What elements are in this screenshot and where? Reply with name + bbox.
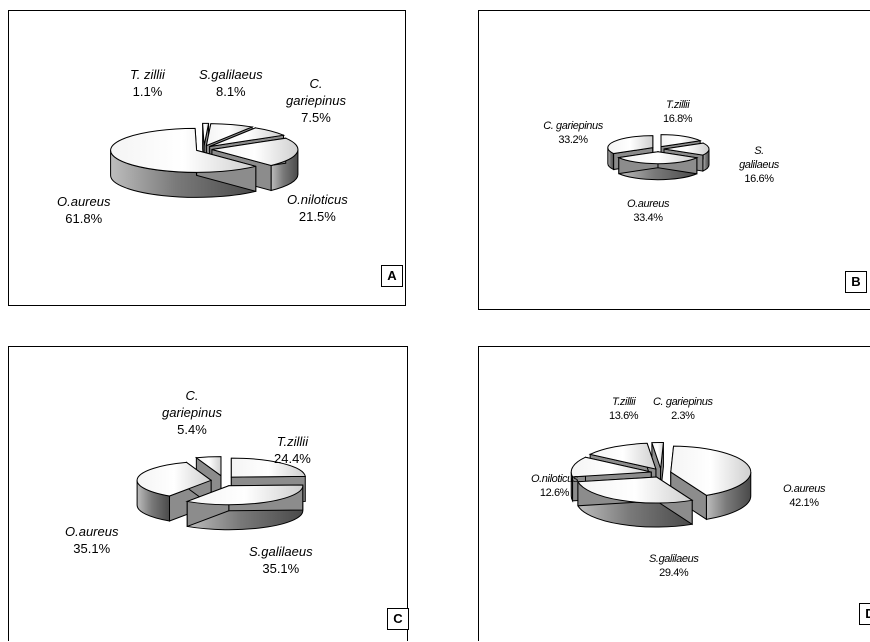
pie-slice-o-aureus (617, 151, 699, 181)
label-s-galilaeus: S.galilaeus 8.1% (199, 67, 263, 99)
pie-chart-d (570, 442, 752, 528)
panel-label-d: D (859, 603, 870, 625)
pie-chart-b (607, 134, 710, 181)
pie-chart-c (136, 456, 306, 531)
label-s-galilaeus: S.galilaeus 35.1% (249, 544, 313, 576)
label-o-niloticus: O.niloticus 12.6% (531, 473, 578, 499)
pie-slice-s-galilaeus (185, 484, 304, 531)
panel-label-c: C (387, 608, 409, 630)
label-c-gariepinus: C. gariepinus 33.2% (543, 120, 603, 146)
label-t-zillii: T.zillii 24.4% (274, 434, 311, 466)
label-o-niloticus: O.niloticus 21.5% (287, 192, 348, 224)
label-t-zillii: T. zillii 1.1% (130, 67, 165, 99)
pie-slice-s-galilaeus (577, 476, 694, 528)
label-c-gariepinus: C. gariepinus 5.4% (162, 388, 222, 437)
panel-label-b: B (845, 271, 867, 293)
panel-label-a: A (381, 265, 403, 287)
pie-slice-o-aureus (110, 127, 257, 198)
label-t-zillii: T.zillii 16.8% (663, 99, 693, 125)
chart-panel-c: T.zillii 24.4% S.galilaeus 35.1% O.aureus 3… (8, 346, 409, 641)
label-c-gariepinus: C. gariepinus 2.3% (653, 396, 713, 422)
label-s-galilaeus: S. galilaeus 16.6% (739, 145, 779, 185)
pie-slice-o-aureus (670, 445, 752, 521)
chart-panel-d: O.aureus 42.1% S.galilaeus 29.4% O.nilotic… (478, 346, 870, 641)
label-o-aureus: O.aureus 61.8% (57, 194, 111, 226)
label-s-galilaeus: S.galilaeus 29.4% (649, 553, 699, 579)
label-o-aureus: O.aureus 35.1% (65, 524, 119, 556)
label-o-aureus: O.aureus 42.1% (783, 483, 826, 509)
label-t-zillii: T.zillii 13.6% (609, 396, 639, 422)
label-o-aureus: O.aureus 33.4% (627, 198, 670, 224)
chart-panel-b: T.zillii 16.8% S. galilaeus 16.6% O.aureus… (478, 10, 870, 310)
chart-panel-a: T. zillii 1.1% S.galilaeus 8.1% C. gariepi… (8, 10, 406, 306)
label-c-gariepinus: C. gariepinus 7.5% (286, 76, 346, 125)
pie-chart-a (110, 122, 299, 198)
